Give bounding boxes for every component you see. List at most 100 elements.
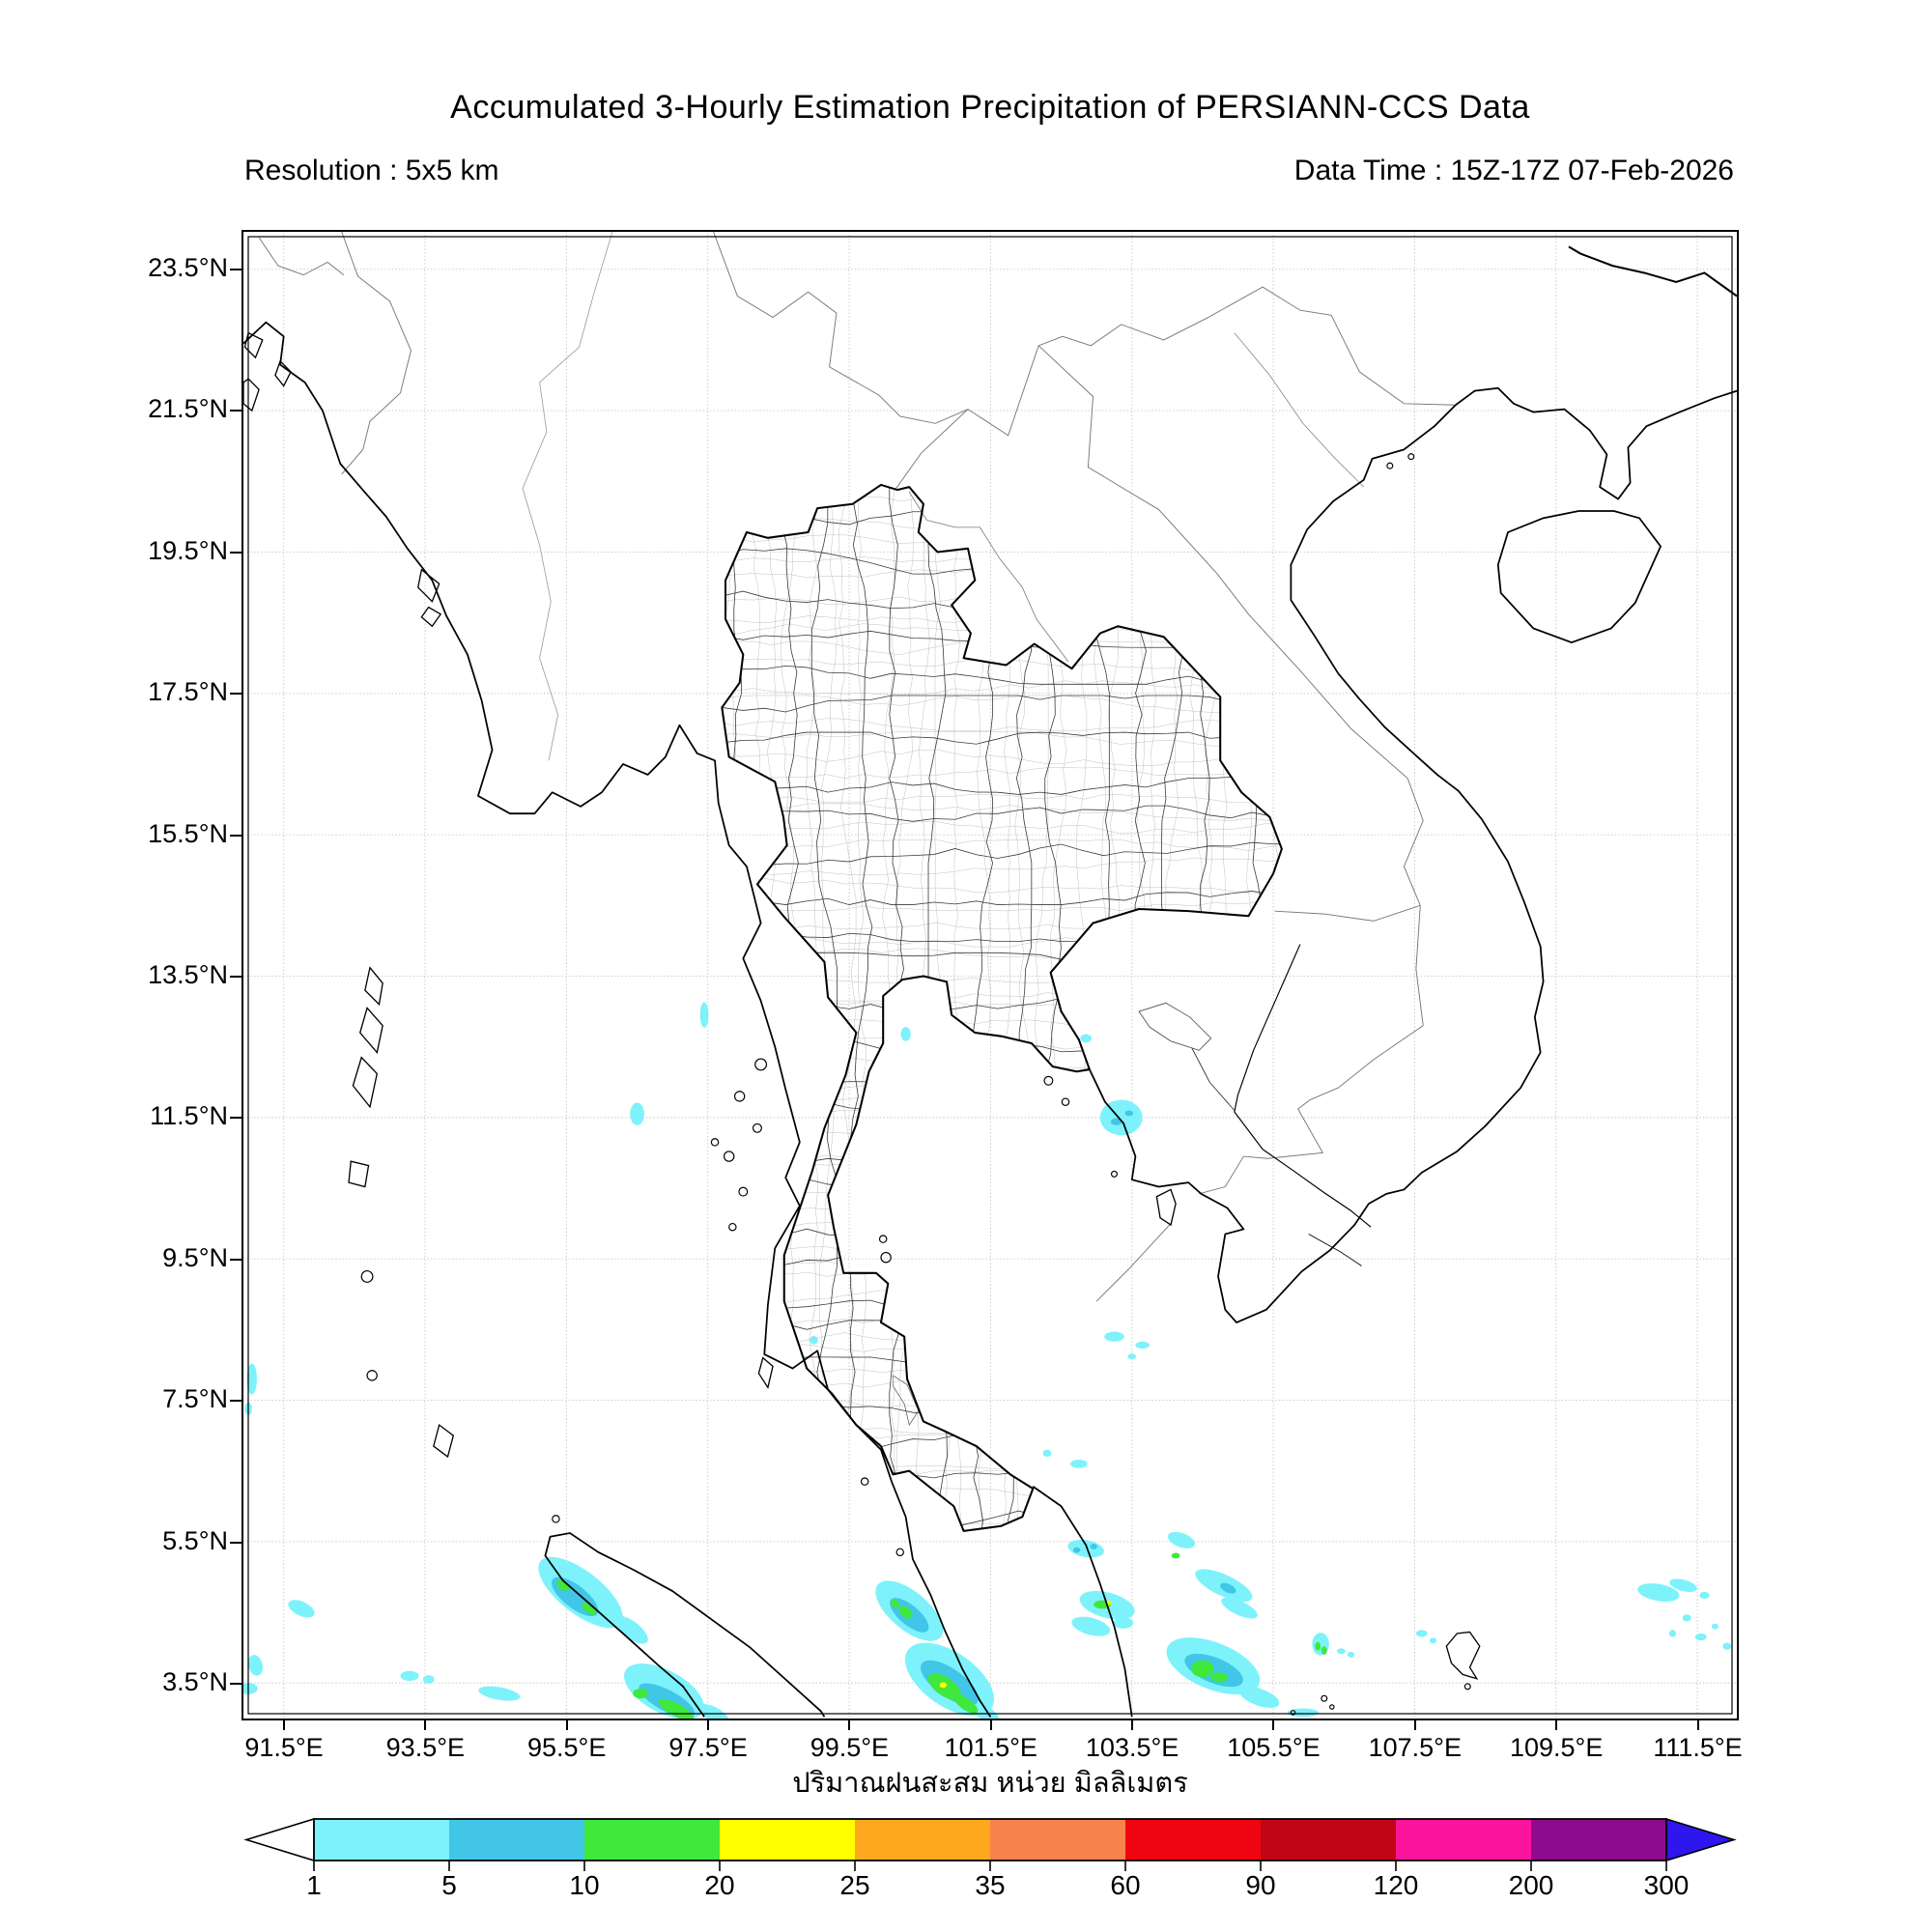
- province-boundary: [722, 775, 1282, 795]
- province-boundary: [1161, 484, 1188, 1531]
- province-boundary: [722, 1075, 1282, 1090]
- province-boundary: [722, 511, 1282, 528]
- district-boundary: [722, 969, 1282, 983]
- y-tick-mark: [230, 1683, 242, 1685]
- map-plot-area: [242, 230, 1739, 1720]
- small-island: [1061, 1097, 1070, 1106]
- province-boundary: [722, 1099, 1282, 1116]
- y-tick-mark: [230, 269, 242, 270]
- district-boundary: [934, 484, 952, 1531]
- district-boundary: [722, 987, 1282, 1002]
- colorbar-tick-label: 20: [704, 1870, 735, 1900]
- province-boundary: [722, 1246, 1282, 1268]
- x-tick-mark: [989, 1719, 992, 1730]
- precip-cell-level3: [1171, 1552, 1180, 1559]
- district-boundary: [722, 1507, 1282, 1524]
- precip-cell-level1: [1429, 1637, 1437, 1644]
- precip-cell-level1: [1668, 1630, 1677, 1637]
- precip-cell-level3: [1210, 1672, 1229, 1683]
- district-boundary: [722, 1079, 1282, 1092]
- district-boundary: [722, 1206, 1282, 1218]
- district-boundary: [975, 484, 991, 1531]
- district-boundary: [722, 569, 1282, 580]
- province-boundary: [972, 484, 994, 1531]
- district-boundary: [1133, 484, 1145, 1531]
- province-boundary: [722, 484, 1282, 487]
- district-boundary: [722, 586, 1282, 605]
- y-tick-mark: [230, 1117, 242, 1120]
- colorbar-underflow-arrow: [243, 1817, 315, 1862]
- district-boundary: [722, 1329, 1282, 1344]
- district-boundary: [722, 919, 1282, 929]
- small-island: [1321, 1694, 1328, 1702]
- precip-cell-level1: [1071, 1616, 1111, 1636]
- y-tick-label: 13.5°N: [148, 960, 228, 989]
- precip-cell-level3: [582, 1602, 597, 1615]
- district-boundary: [722, 1109, 1282, 1127]
- district-boundary: [1014, 484, 1030, 1531]
- district-boundary: [722, 1019, 1282, 1036]
- colorbar-segment: [449, 1819, 584, 1861]
- thailand-border: [721, 483, 1283, 1532]
- precip-cell-level1: [422, 1675, 435, 1684]
- island: [274, 359, 292, 387]
- hainan-island: [1496, 510, 1662, 644]
- precip-cell-level1: [1336, 1648, 1346, 1655]
- colorbar-segment: [1261, 1819, 1396, 1861]
- country-border: [1199, 905, 1424, 1195]
- small-island: [1386, 462, 1394, 469]
- x-tick-mark: [1555, 1719, 1558, 1730]
- river: [1568, 245, 1737, 298]
- district-boundary: [1031, 484, 1049, 1531]
- colorbar-overflow-arrow: [1665, 1817, 1737, 1862]
- x-tick-mark: [1696, 1719, 1699, 1730]
- precip-cell-level3: [633, 1689, 649, 1699]
- district-boundary: [722, 1470, 1282, 1484]
- river: [1191, 1047, 1236, 1111]
- precip-cell-level1: [1127, 1353, 1137, 1360]
- colorbar-segment: [584, 1819, 720, 1861]
- island: [1155, 1188, 1177, 1227]
- precip-cell-level1: [1070, 1459, 1088, 1468]
- y-tick-mark: [230, 1541, 242, 1544]
- colorbar-tick-label: 120: [1373, 1870, 1419, 1900]
- country-border: [1037, 345, 1424, 906]
- coastline: [1089, 404, 1545, 1323]
- small-island: [738, 1186, 749, 1197]
- precip-cell-level1: [1080, 1034, 1093, 1043]
- province-boundary: [722, 1399, 1282, 1420]
- precip-cell-level2: [1220, 1582, 1236, 1594]
- precip-cell-level1: [1042, 1449, 1052, 1458]
- y-tick-mark: [230, 1400, 242, 1403]
- y-tick-label: 9.5°N: [162, 1242, 228, 1272]
- province-boundary: [1200, 484, 1221, 1531]
- x-tick-label: 95.5°E: [527, 1733, 607, 1762]
- district-boundary: [722, 857, 1282, 875]
- y-tick-label: 19.5°N: [148, 535, 228, 565]
- district-boundary: [722, 1310, 1282, 1326]
- district-boundary: [722, 803, 1282, 821]
- island: [364, 966, 384, 1007]
- precip-cell-level1: [1669, 1578, 1697, 1593]
- district-boundary: [1165, 484, 1181, 1531]
- province-boundary: [722, 1223, 1282, 1236]
- province-boundary: [850, 484, 873, 1531]
- small-island: [710, 1138, 720, 1147]
- district-boundary: [722, 1271, 1282, 1281]
- small-island: [360, 1270, 374, 1283]
- district-boundary: [915, 484, 933, 1531]
- small-island: [1329, 1704, 1335, 1710]
- precip-cell-level1: [1067, 1539, 1104, 1558]
- small-island: [1407, 453, 1415, 461]
- colorbar-tick-label: 5: [441, 1870, 457, 1900]
- district-boundary: [722, 1238, 1282, 1254]
- province-boundary: [722, 590, 1282, 611]
- district-boundary: [722, 497, 1282, 506]
- colorbar-tick-label: 1: [306, 1870, 322, 1900]
- precip-cell-level1: [1415, 1630, 1428, 1637]
- x-tick-mark: [1413, 1719, 1416, 1730]
- small-island: [1043, 1075, 1054, 1086]
- y-tick-mark: [230, 1258, 242, 1261]
- precip-cell-level1: [1167, 1531, 1195, 1548]
- precip-cell-level1: [478, 1686, 521, 1701]
